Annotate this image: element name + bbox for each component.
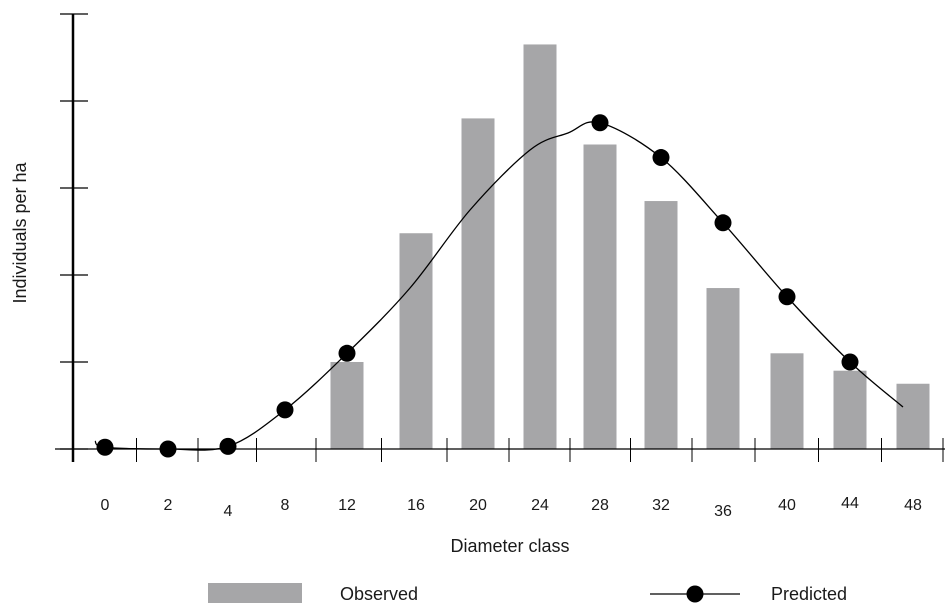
x-tick-label: 40 bbox=[778, 497, 796, 514]
observed-bar bbox=[833, 370, 867, 449]
observed-bar bbox=[583, 144, 617, 449]
predicted-points bbox=[96, 114, 859, 458]
observed-bar bbox=[644, 201, 678, 449]
predicted-point bbox=[841, 353, 859, 371]
x-tick-label: 24 bbox=[531, 497, 549, 514]
legend-predicted-label: Predicted bbox=[771, 584, 847, 603]
observed-bar bbox=[706, 288, 740, 449]
predicted-point bbox=[96, 438, 114, 456]
observed-bar bbox=[461, 118, 495, 450]
legend: Observed Predicted bbox=[208, 583, 847, 603]
predicted-point bbox=[338, 344, 356, 362]
legend-predicted-marker bbox=[686, 585, 704, 603]
x-tick-label: 12 bbox=[338, 497, 356, 514]
x-tick-label: 28 bbox=[591, 497, 609, 514]
x-tick-label: 48 bbox=[904, 497, 922, 514]
predicted-point bbox=[714, 214, 732, 232]
axes bbox=[55, 13, 945, 462]
predicted-point bbox=[159, 440, 177, 458]
predicted-curve bbox=[94, 121, 904, 451]
x-tick-label: 32 bbox=[652, 497, 670, 514]
x-tick-labels: 0 2 4 8 12 16 20 24 28 32 36 40 44 48 bbox=[101, 495, 922, 520]
predicted-line bbox=[94, 121, 904, 451]
observed-bar bbox=[399, 233, 433, 449]
predicted-point bbox=[276, 401, 294, 419]
legend-observed-swatch bbox=[208, 583, 302, 603]
x-tick-label: 8 bbox=[281, 497, 290, 514]
x-tick-label: 44 bbox=[841, 495, 859, 512]
observed-bars bbox=[330, 44, 930, 450]
x-tick-label: 16 bbox=[407, 497, 425, 514]
y-axis-title: Individuals per ha bbox=[10, 161, 30, 303]
x-axis-title: Diameter class bbox=[450, 536, 569, 556]
observed-bar bbox=[330, 362, 364, 449]
y-ticks bbox=[60, 13, 88, 450]
predicted-point bbox=[591, 114, 609, 132]
predicted-point bbox=[652, 149, 670, 167]
predicted-point bbox=[778, 288, 796, 306]
x-tick-label: 36 bbox=[714, 503, 732, 520]
x-tick-label: 0 bbox=[101, 497, 110, 514]
predicted-point bbox=[219, 437, 237, 455]
observed-bar bbox=[770, 353, 804, 449]
x-tick-label: 4 bbox=[224, 503, 233, 520]
x-tick-label: 2 bbox=[164, 497, 173, 514]
observed-bar bbox=[896, 383, 930, 449]
x-tick-label: 20 bbox=[469, 497, 487, 514]
observed-bar bbox=[523, 44, 557, 449]
legend-observed-label: Observed bbox=[340, 584, 418, 603]
